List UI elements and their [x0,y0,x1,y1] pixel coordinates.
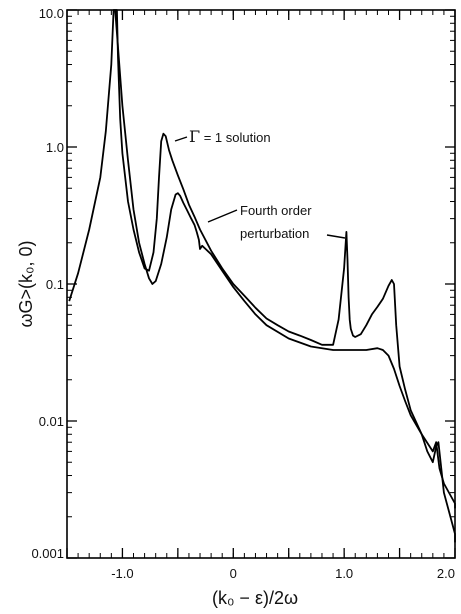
y-tick-label: 10.0 [39,6,64,21]
tick-labels: 0.001 0.01 0.1 1.0 10.0 -1.0 0 1.0 2.0 [31,6,455,581]
major-ticks [66,9,456,559]
y-tick-label: 0.001 [31,546,64,561]
x-tick-label: 0 [230,566,237,581]
x-tick-label: -1.0 [111,566,133,581]
annotation-gamma-solution: Γ = 1 solution [189,127,271,146]
series-line-gamma1 [68,9,456,509]
minor-ticks [66,10,456,558]
series-line-fourth [114,9,456,543]
x-axis-label: (k₀ − ε)/2ω [212,588,298,608]
annotation-fourth-line2: perturbation [240,226,309,241]
annotation-fourth-line1: Fourth order [240,203,312,218]
y-tick-label: 0.01 [39,414,64,429]
x-tick-label: 2.0 [437,566,455,581]
annotation-gamma-pointer [174,136,188,142]
annotation-fourth-pointer-left [207,209,238,223]
y-axis-label: ωG>(k₀, 0) [16,240,36,327]
annotation-fourth-pointer-right [326,234,346,239]
x-tick-label: 1.0 [335,566,353,581]
annotation-gamma-text: = 1 solution [200,130,270,145]
y-tick-label: 0.1 [46,277,64,292]
plot-frame [66,9,456,559]
y-tick-label: 1.0 [46,140,64,155]
series-layer [68,9,456,543]
gamma-symbol: Γ [189,127,200,146]
